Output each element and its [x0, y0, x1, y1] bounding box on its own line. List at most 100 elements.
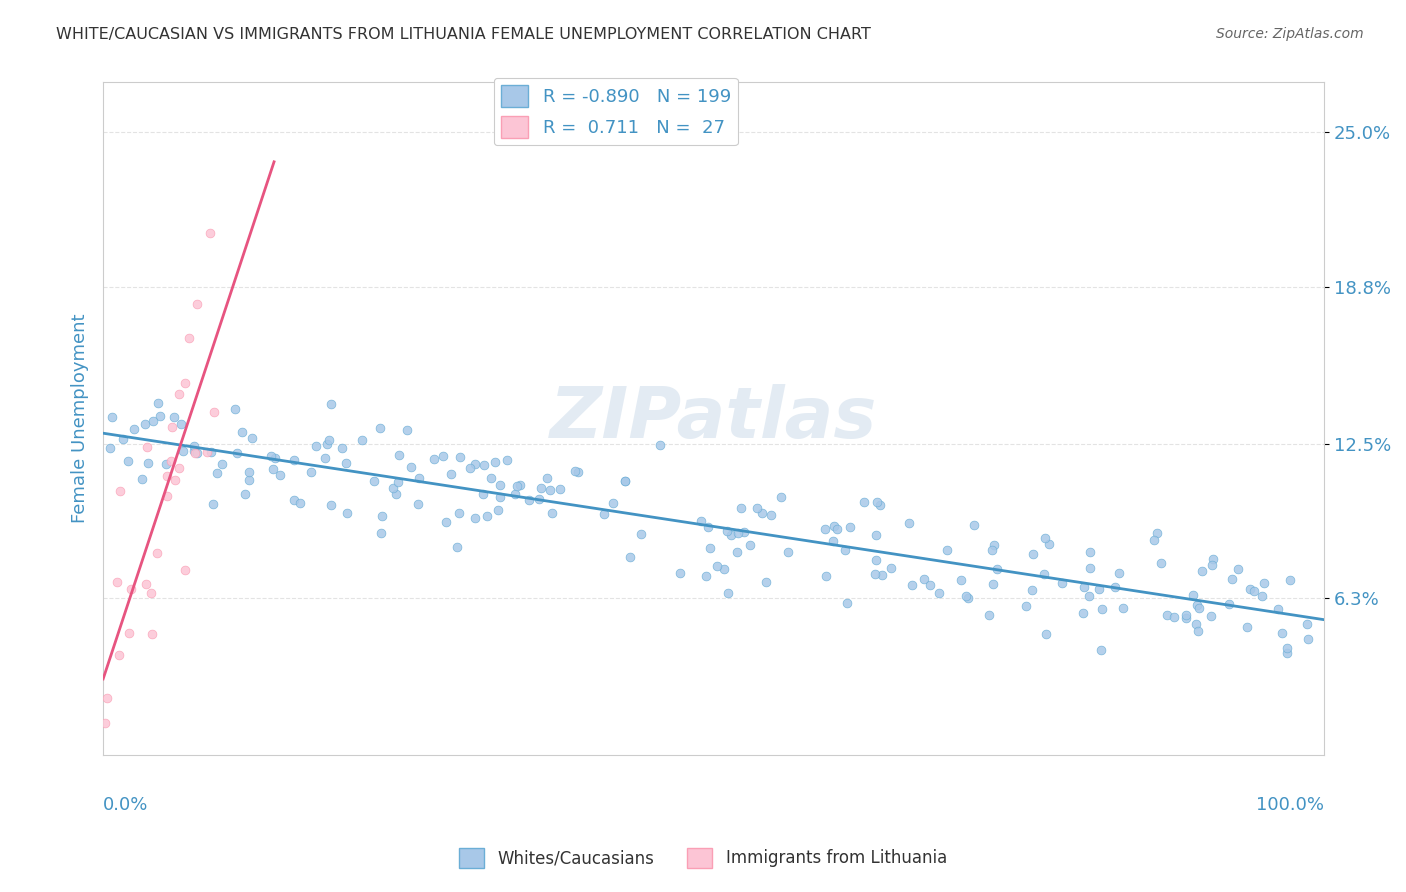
- Point: [447, 506, 470, 520]
- Point: [136, 456, 159, 470]
- Point: [1295, 616, 1317, 631]
- Point: [1038, 537, 1060, 551]
- Point: [211, 457, 233, 471]
- Point: [1090, 642, 1112, 657]
- Point: [1181, 588, 1204, 602]
- Point: [865, 495, 887, 509]
- Point: [160, 419, 183, 434]
- Point: [1250, 589, 1272, 603]
- Point: [472, 458, 495, 472]
- Point: [142, 414, 165, 428]
- Text: 100.0%: 100.0%: [1256, 796, 1324, 814]
- Point: [98, 441, 121, 455]
- Point: [530, 481, 553, 495]
- Point: [869, 498, 891, 512]
- Point: [981, 577, 1004, 591]
- Point: [778, 545, 800, 559]
- Point: [117, 453, 139, 467]
- Point: [269, 467, 291, 482]
- Point: [382, 481, 405, 495]
- Point: [759, 508, 782, 522]
- Point: [122, 422, 145, 436]
- Point: [689, 515, 711, 529]
- Point: [135, 440, 157, 454]
- Point: [205, 466, 228, 480]
- Point: [950, 573, 973, 587]
- Point: [231, 425, 253, 440]
- Point: [983, 538, 1005, 552]
- Point: [751, 506, 773, 520]
- Point: [863, 566, 886, 581]
- Point: [314, 450, 336, 465]
- Point: [935, 543, 957, 558]
- Point: [305, 439, 328, 453]
- Point: [527, 491, 550, 506]
- Point: [706, 559, 728, 574]
- Point: [880, 560, 903, 574]
- Point: [825, 523, 848, 537]
- Point: [668, 566, 690, 580]
- Point: [550, 483, 572, 497]
- Point: [224, 402, 246, 417]
- Point: [163, 409, 186, 424]
- Point: [920, 578, 942, 592]
- Point: [406, 496, 429, 510]
- Point: [613, 474, 636, 488]
- Point: [335, 456, 357, 470]
- Point: [630, 527, 652, 541]
- Point: [725, 545, 748, 559]
- Point: [839, 520, 862, 534]
- Point: [1078, 545, 1101, 559]
- Point: [769, 490, 792, 504]
- Point: [283, 492, 305, 507]
- Point: [1071, 606, 1094, 620]
- Point: [440, 467, 463, 482]
- Point: [145, 546, 167, 560]
- Point: [332, 441, 354, 455]
- Point: [112, 432, 135, 446]
- Point: [738, 538, 761, 552]
- Text: Source: ZipAtlas.com: Source: ZipAtlas.com: [1216, 27, 1364, 41]
- Point: [813, 522, 835, 536]
- Point: [986, 562, 1008, 576]
- Point: [139, 585, 162, 599]
- Point: [1149, 557, 1171, 571]
- Point: [319, 397, 342, 411]
- Point: [538, 483, 561, 497]
- Point: [834, 543, 856, 558]
- Point: [1143, 533, 1166, 547]
- Point: [1236, 620, 1258, 634]
- Point: [141, 627, 163, 641]
- Point: [1073, 580, 1095, 594]
- Point: [901, 578, 924, 592]
- Point: [149, 409, 172, 424]
- Point: [159, 454, 181, 468]
- Point: [108, 484, 131, 499]
- Point: [479, 471, 502, 485]
- Point: [1033, 566, 1056, 581]
- Point: [352, 433, 374, 447]
- Point: [541, 507, 564, 521]
- Point: [94, 715, 117, 730]
- Point: [120, 582, 142, 597]
- Point: [1033, 532, 1056, 546]
- Point: [1199, 608, 1222, 623]
- Point: [1091, 602, 1114, 616]
- Point: [370, 525, 392, 540]
- Point: [184, 446, 207, 460]
- Point: [648, 438, 671, 452]
- Point: [865, 553, 887, 567]
- Point: [238, 465, 260, 479]
- Point: [505, 487, 527, 501]
- Point: [837, 596, 859, 610]
- Point: [1156, 608, 1178, 623]
- Legend: R = -0.890   N = 199, R =  0.711   N =  27: R = -0.890 N = 199, R = 0.711 N = 27: [494, 78, 738, 145]
- Point: [105, 574, 128, 589]
- Point: [956, 591, 979, 605]
- Point: [264, 450, 287, 465]
- Point: [1218, 598, 1240, 612]
- Point: [1191, 565, 1213, 579]
- Point: [486, 503, 509, 517]
- Point: [963, 517, 986, 532]
- Point: [238, 473, 260, 487]
